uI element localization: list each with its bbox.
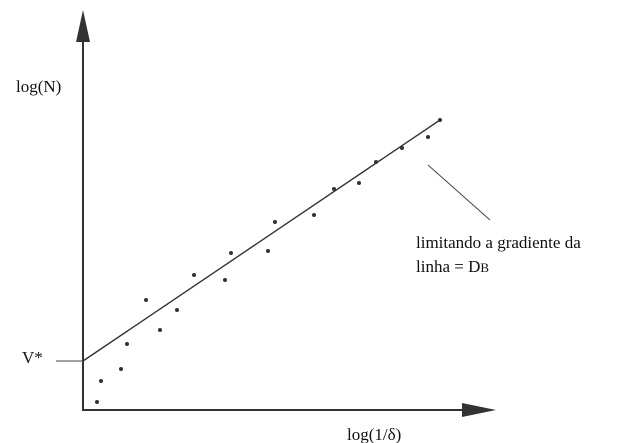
data-points	[95, 118, 442, 404]
data-point-16	[374, 160, 378, 164]
data-point-2	[99, 379, 103, 383]
data-point-8	[192, 273, 196, 277]
data-point-9	[223, 278, 227, 282]
data-point-13	[312, 213, 316, 217]
data-point-6	[158, 328, 162, 332]
fit-line	[82, 119, 441, 362]
y-axis	[76, 10, 90, 410]
x-axis-label: log(1/δ)	[347, 425, 401, 443]
data-point-11	[266, 249, 270, 253]
y-axis-label: log(N)	[16, 77, 61, 96]
y-intercept-label: V*	[22, 348, 43, 367]
data-point-12	[273, 220, 277, 224]
data-point-10	[229, 251, 233, 255]
annotation-line-2-text: linha = D	[416, 257, 480, 276]
annotation-line-1: limitando a gradiente da	[416, 233, 581, 252]
data-point-17	[400, 146, 404, 150]
gradient-annotation: limitando a gradiente da linha = DB	[416, 164, 581, 276]
data-point-5	[144, 298, 148, 302]
y-intercept-marker: V*	[22, 348, 82, 367]
data-point-19	[438, 118, 442, 122]
data-point-14	[332, 187, 336, 191]
data-point-15	[357, 181, 361, 185]
annotation-subscript: B	[480, 260, 489, 275]
data-point-3	[119, 367, 123, 371]
annotation-leader	[427, 164, 491, 221]
data-point-4	[125, 342, 129, 346]
data-point-18	[426, 135, 430, 139]
data-point-1	[95, 400, 99, 404]
data-point-7	[175, 308, 179, 312]
x-axis	[82, 403, 496, 417]
y-axis-arrow	[76, 10, 90, 42]
x-axis-arrow	[462, 403, 496, 417]
annotation-line-2: linha = DB	[416, 257, 489, 276]
